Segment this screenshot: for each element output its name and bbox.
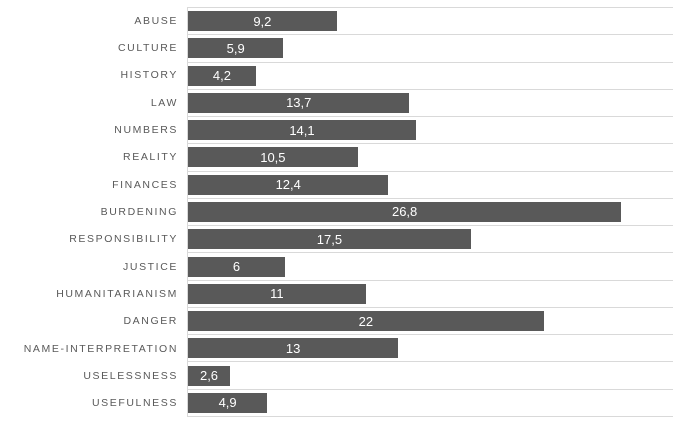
category-label-row: NUMBERS <box>0 116 187 143</box>
bar-row: 6 <box>188 253 673 281</box>
bar: 9,2 <box>188 11 337 32</box>
bar-row: 13,7 <box>188 90 673 118</box>
category-label-row: USEFULNESS <box>0 390 187 417</box>
category-label-row: NAME-INTERPRETATION <box>0 335 187 362</box>
bar-row: 5,9 <box>188 35 673 63</box>
bar-value-label: 13,7 <box>286 95 312 111</box>
bar: 17,5 <box>188 229 471 250</box>
bar: 11 <box>188 283 366 304</box>
bar-row: 17,5 <box>188 226 673 254</box>
category-label: DANGER <box>123 315 178 328</box>
bar-row: 22 <box>188 308 673 336</box>
category-label: REALITY <box>123 151 178 164</box>
category-label: CULTURE <box>117 41 178 54</box>
category-label-row: RESPONSIBILITY <box>0 226 187 253</box>
bar-value-label: 26,8 <box>391 204 418 220</box>
bar-value-label: 5,9 <box>226 40 245 56</box>
bar: 4,2 <box>188 65 256 86</box>
bar-row: 10,5 <box>188 144 673 172</box>
category-label-row: BURDENING <box>0 198 187 225</box>
category-label-row: DANGER <box>0 308 187 335</box>
bar: 13 <box>188 338 399 359</box>
category-label: NUMBERS <box>114 123 178 136</box>
bar: 2,6 <box>188 365 231 386</box>
bar-row: 4,2 <box>188 63 673 90</box>
category-label: NAME-INTERPRETATION <box>23 342 178 355</box>
bar: 4,9 <box>188 392 268 413</box>
bar: 12,4 <box>188 174 389 195</box>
bar-value-label: 4,9 <box>218 395 237 411</box>
bar-value-label: 9,2 <box>253 13 272 29</box>
plot-area: 9,2 5,9 4,2 13,7 14,1 10,5 12,4 26,8 17,5 6 11 22 13… <box>187 7 673 417</box>
bar-value-label: 6 <box>232 259 241 275</box>
bar: 26,8 <box>188 201 622 222</box>
bar-value-label: 12,4 <box>275 177 301 193</box>
bar: 13,7 <box>188 92 410 113</box>
category-label: JUSTICE <box>123 260 178 273</box>
chart-area: ABUSE CULTURE HISTORY LAW NUMBERS REALITY FINA… <box>0 7 673 417</box>
category-label: BURDENING <box>100 205 178 218</box>
category-label: LAW <box>150 96 178 109</box>
category-axis: ABUSE CULTURE HISTORY LAW NUMBERS REALITY FINA… <box>0 7 187 417</box>
bar-value-label: 10,5 <box>260 149 286 165</box>
bar-row: 26,8 <box>188 199 673 227</box>
bar-value-label: 11 <box>270 286 284 302</box>
category-label: USELESSNESS <box>83 369 178 382</box>
category-label: FINANCES <box>112 178 178 191</box>
bar-row: 12,4 <box>188 172 673 199</box>
bar-value-label: 13 <box>285 340 301 356</box>
bar: 22 <box>188 311 544 332</box>
category-label-row: HISTORY <box>0 62 187 89</box>
category-label-row: FINANCES <box>0 171 187 198</box>
category-label: USEFULNESS <box>91 397 178 410</box>
bar-row: 9,2 <box>188 8 673 36</box>
bar: 5,9 <box>188 38 284 59</box>
category-label-row: LAW <box>0 89 187 116</box>
bar-row: 2,6 <box>188 362 673 390</box>
bar-row: 14,1 <box>188 117 673 145</box>
bar-value-label: 2,6 <box>199 368 219 384</box>
bar: 14,1 <box>188 120 416 141</box>
category-label-row: USELESSNESS <box>0 362 187 389</box>
bar: 10,5 <box>188 147 358 168</box>
category-label: RESPONSIBILITY <box>69 233 178 246</box>
category-label: HUMANITARIANISM <box>56 287 178 300</box>
category-label: HISTORY <box>120 69 178 82</box>
category-label-row: ABUSE <box>0 7 187 34</box>
bar-row: 11 <box>188 281 673 308</box>
bar: 6 <box>188 256 285 277</box>
category-label-row: CULTURE <box>0 34 187 61</box>
bar-value-label: 22 <box>358 313 374 329</box>
category-label-row: HUMANITARIANISM <box>0 280 187 307</box>
category-label-row: REALITY <box>0 144 187 171</box>
bar-value-label: 17,5 <box>316 231 343 247</box>
bar-row: 13 <box>188 335 673 363</box>
bar-value-label: 4,2 <box>212 68 231 84</box>
category-label: ABUSE <box>134 14 178 27</box>
category-label-row: JUSTICE <box>0 253 187 280</box>
bar-value-label: 14,1 <box>289 122 315 138</box>
bar-row: 4,9 <box>188 390 673 417</box>
